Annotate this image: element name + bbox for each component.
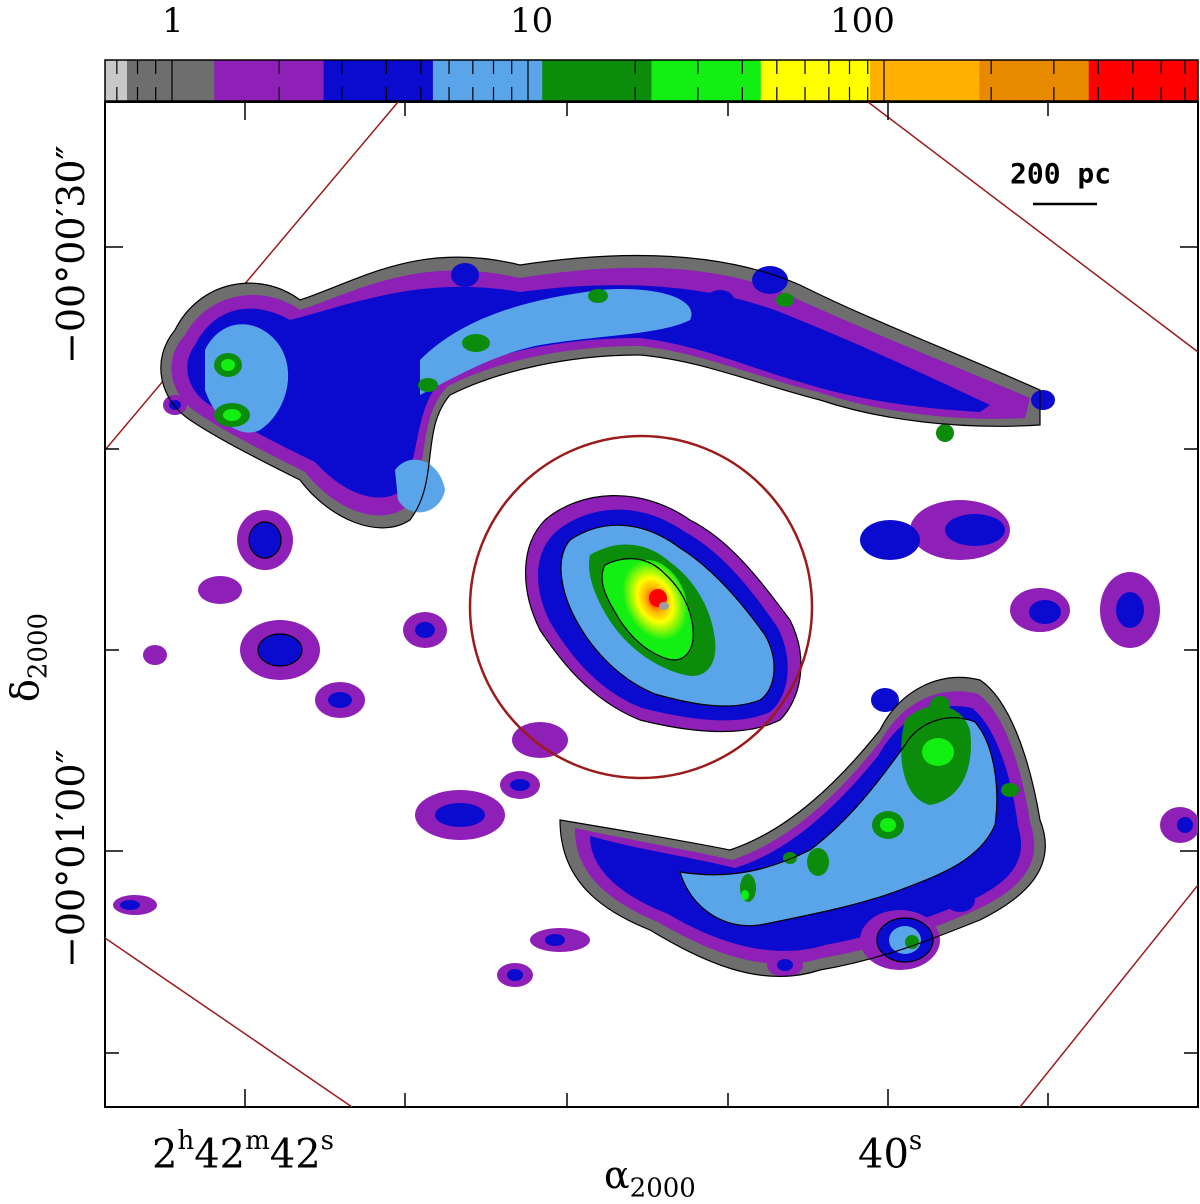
ra-axis-symbol: α bbox=[604, 1153, 630, 1197]
ra-minutes-unit: m bbox=[245, 1126, 270, 1156]
dec-axis-symbol: δ bbox=[3, 679, 47, 702]
colorbar-segment-blue bbox=[323, 60, 434, 101]
field-edge-line bbox=[1019, 884, 1198, 1107]
dec-tick-label-60: −00°01′00″ bbox=[49, 749, 93, 968]
ra-axis-subscript: 2000 bbox=[629, 1173, 696, 1204]
field-edge-line bbox=[867, 102, 1198, 353]
axis-ticks bbox=[105, 102, 1198, 1107]
ra-tick-label-40s: 40s bbox=[858, 1128, 922, 1178]
ra-seconds-40: 40 bbox=[858, 1131, 909, 1178]
outer-emission-patches bbox=[113, 263, 1198, 987]
nuclear-region bbox=[525, 495, 801, 732]
ra-seconds: 42 bbox=[269, 1131, 321, 1178]
colorbar-segment-dark-orange bbox=[979, 60, 1090, 101]
ra-axis-title: α2000 bbox=[604, 1156, 696, 1202]
colorbar-segment-purple bbox=[214, 60, 325, 101]
nuclear-aperture-circle bbox=[468, 434, 814, 780]
colorbar-segment-green bbox=[651, 60, 762, 101]
colorbar-segment-red bbox=[1088, 60, 1199, 101]
colorbar-tick-label-10: 10 bbox=[510, 1, 554, 41]
ra-hours-unit: h bbox=[177, 1126, 195, 1156]
galaxy-emission bbox=[105, 102, 1198, 1107]
northern-spiral-arm bbox=[160, 255, 1041, 528]
colorbar-segment-light-grey bbox=[105, 60, 127, 101]
ra-tick-label-42s: 2h42m42s bbox=[152, 1128, 334, 1178]
ra-seconds-unit: s bbox=[320, 1126, 335, 1156]
colorbar-segment-dark-green bbox=[542, 60, 652, 101]
colorbar-segment-light-blue bbox=[432, 60, 543, 101]
ra-minutes: 42 bbox=[194, 1131, 246, 1178]
field-of-view-edges bbox=[105, 102, 1198, 1107]
ra-hours: 2 bbox=[152, 1131, 178, 1178]
scale-bar-label: 200 pc bbox=[1010, 157, 1112, 190]
colorbar-tick-label-1: 1 bbox=[162, 1, 184, 41]
colorbar-segment-orange bbox=[870, 60, 980, 101]
field-edge-line bbox=[105, 937, 353, 1107]
ra-seconds-40-unit: s bbox=[908, 1126, 923, 1156]
southern-spiral-arm bbox=[560, 677, 1046, 977]
field-edge-line bbox=[105, 102, 399, 451]
dec-tick-label-30: −00°00′30″ bbox=[49, 145, 93, 364]
contour-lines bbox=[160, 254, 1046, 978]
dec-axis-subscript: 2000 bbox=[23, 612, 54, 680]
colorbar-tick-label-100: 100 bbox=[830, 1, 895, 41]
colorbar bbox=[104, 59, 1199, 102]
colorbar-segment-yellow bbox=[760, 60, 871, 101]
dec-axis-title: δ2000 bbox=[3, 612, 54, 702]
